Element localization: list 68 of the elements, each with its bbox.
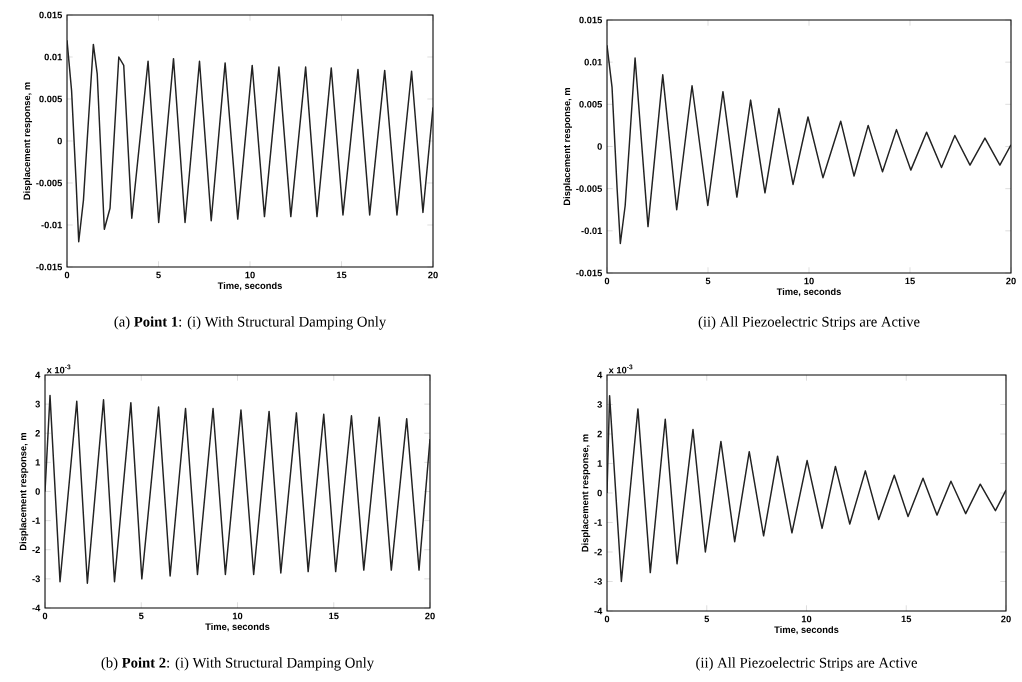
- y-tick-label: 4: [35, 371, 41, 379]
- x-tick-label: 0: [604, 277, 610, 285]
- x-tick-label: 5: [156, 271, 161, 279]
- y-tick-label: 0.01: [584, 58, 603, 66]
- y-axis-title: Displacement response, m: [23, 82, 33, 200]
- x-tick-label: 10: [232, 612, 243, 620]
- x-axis-title: Time, seconds: [774, 626, 839, 635]
- y-tick-label: -0.015: [576, 269, 603, 277]
- y-axis-title: Displacement response, m: [19, 432, 29, 550]
- y-axis-title: Displacement response, m: [563, 87, 573, 205]
- y-tick-label: -2: [32, 546, 40, 553]
- y-tick-label: 0: [597, 489, 602, 497]
- y-tick-label: 0.005: [39, 95, 63, 103]
- x-tick-label: 15: [329, 612, 339, 620]
- y-tick-label: 4: [597, 371, 603, 379]
- y-tick-label: 0.005: [579, 101, 603, 108]
- line-series: [607, 44, 1011, 245]
- y-tick-label: 1: [597, 460, 603, 467]
- y-tick-label: -0.01: [581, 227, 603, 235]
- x-axis-title: Time, seconds: [217, 282, 282, 291]
- y-tick-label: 2: [35, 430, 40, 437]
- y-tick-label: -1: [32, 517, 41, 524]
- x-tick-label: 0: [604, 615, 610, 623]
- x-tick-label: 20: [1001, 615, 1011, 623]
- y-tick-label: 0: [57, 137, 62, 145]
- y-tick-label: 2: [597, 430, 602, 438]
- line-series: [45, 394, 430, 584]
- y-tick-label: -3: [594, 578, 602, 585]
- text: (ii) All Piezoelectric Strips are Active: [698, 316, 920, 330]
- y-tick-label: -0.015: [36, 263, 63, 271]
- x-tick-label: 15: [336, 271, 347, 279]
- y-tick-label: 0: [597, 143, 602, 150]
- y-tick-label: -4: [594, 607, 603, 615]
- x-tick-label: 0: [64, 271, 70, 279]
- x-tick-label: 15: [905, 277, 915, 285]
- x-tick-label: 20: [428, 271, 438, 279]
- y-tick-label: 0.015: [39, 11, 63, 19]
- x-tick-label: 20: [425, 612, 435, 620]
- text: (ii) All Piezoelectric Strips are Active: [696, 657, 918, 671]
- y-tick-label: -0.01: [41, 221, 63, 229]
- x-tick-label: 15: [901, 615, 912, 623]
- y-tick-label: -1: [594, 519, 603, 526]
- text: (b) Point 2: (i) With Structural Damping Only: [101, 657, 375, 671]
- y-axis-title: Displacement response, m: [581, 434, 591, 552]
- y-tick-label: -3: [32, 575, 40, 583]
- y-tick-label: 1: [35, 459, 41, 466]
- line-series: [607, 394, 1006, 583]
- y-tick-label: -0.005: [36, 179, 63, 187]
- text: x 10$^{-3}$: [46, 364, 71, 374]
- x-tick-label: 10: [801, 615, 812, 623]
- text: (a) Point 1: (i) With Structural Damping Only: [114, 316, 387, 330]
- y-tick-label: 0.015: [579, 16, 603, 24]
- x-tick-label: 20: [1006, 277, 1016, 285]
- y-tick-label: -0.005: [576, 185, 603, 192]
- x-tick-label: 5: [705, 277, 711, 285]
- x-tick-label: 10: [804, 277, 814, 285]
- y-tick-label: 0.01: [44, 53, 63, 61]
- x-axis-title: Time, seconds: [205, 623, 270, 632]
- y-tick-label: 3: [35, 400, 40, 408]
- x-tick-label: 5: [138, 612, 144, 620]
- x-axis-title: Time, seconds: [776, 288, 841, 297]
- y-tick-label: -2: [594, 548, 602, 556]
- x-tick-label: 10: [245, 271, 255, 279]
- y-tick-label: 3: [597, 401, 602, 408]
- x-tick-label: 5: [704, 615, 710, 623]
- text: x 10$^{-3}$: [608, 364, 633, 374]
- y-tick-label: -4: [32, 604, 41, 612]
- y-tick-label: 0: [35, 488, 40, 495]
